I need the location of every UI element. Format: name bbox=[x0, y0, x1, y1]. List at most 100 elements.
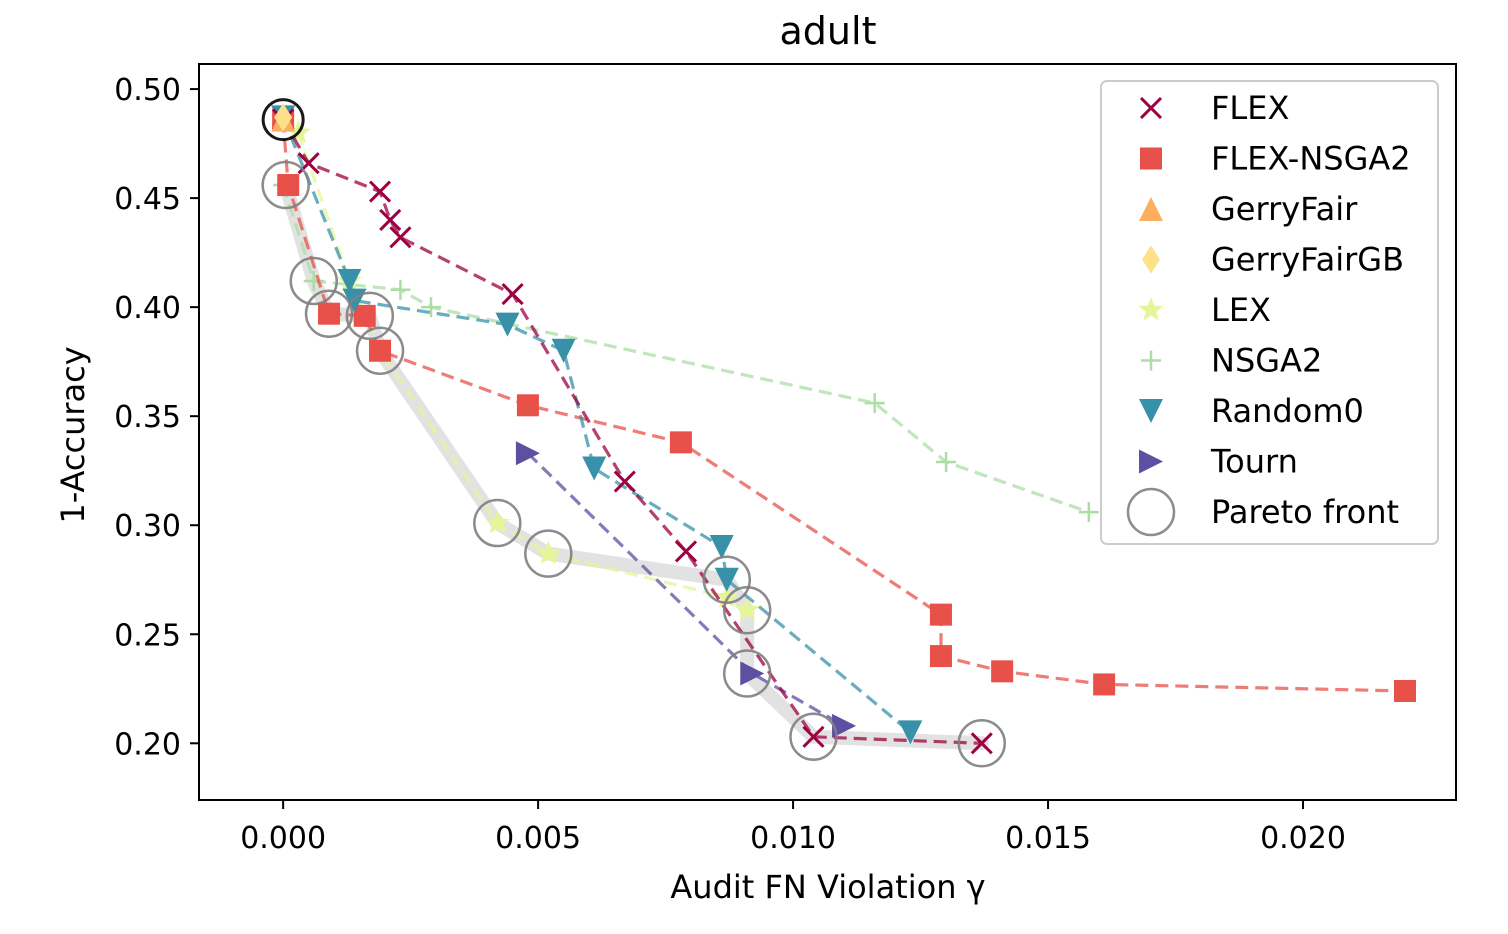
y-tick-label-5: 0.45 bbox=[114, 182, 181, 217]
legend-entry-tourn: Tourn bbox=[1139, 443, 1298, 481]
point-flex-nsga2-11 bbox=[1394, 679, 1417, 702]
legend-label-tourn: Tourn bbox=[1210, 443, 1298, 481]
legend-marker-flex bbox=[1139, 96, 1163, 120]
point-pareto-front-6 bbox=[473, 498, 522, 548]
point-flex-7-stroke bbox=[674, 540, 698, 563]
legend-label-lex: LEX bbox=[1211, 291, 1271, 329]
point-nsga2-4 bbox=[864, 393, 885, 414]
series-nsga2 bbox=[273, 175, 1099, 523]
x-tick-label-0: 0.000 bbox=[240, 821, 326, 856]
point-random0-1 bbox=[337, 268, 362, 293]
legend-entry-gerryfairgb: GerryFairGB bbox=[1142, 241, 1404, 279]
point-flex-2 bbox=[368, 180, 392, 203]
x-tick-label-4: 0.020 bbox=[1260, 821, 1346, 856]
legend-marker-flex-stroke bbox=[1139, 96, 1163, 120]
point-nsga2-5 bbox=[936, 451, 957, 472]
point-random0-8 bbox=[898, 720, 923, 745]
point-pareto-front-5 bbox=[355, 326, 405, 376]
point-flex-9 bbox=[970, 732, 993, 755]
point-flex-5-stroke bbox=[501, 283, 524, 306]
point-flex-2-stroke bbox=[368, 180, 392, 203]
point-flex-3 bbox=[379, 208, 402, 231]
legend-label-gerryfairgb: GerryFairGB bbox=[1211, 241, 1404, 279]
point-flex-nsga2-10 bbox=[1093, 673, 1116, 696]
legend-marker-tourn bbox=[1139, 449, 1163, 474]
point-pareto-front-4 bbox=[345, 291, 395, 341]
point-nsga2-3 bbox=[421, 297, 442, 318]
point-lex-6 bbox=[714, 584, 740, 608]
point-pareto-front-9 bbox=[722, 586, 772, 635]
point-nsga2-1 bbox=[303, 270, 324, 291]
point-random0-7 bbox=[714, 567, 739, 592]
legend-marker-gerryfairgb bbox=[1142, 245, 1160, 274]
point-flex-nsga2-2 bbox=[318, 302, 341, 325]
chart-title: adult bbox=[780, 9, 877, 53]
point-flex-4-stroke bbox=[389, 226, 412, 249]
point-flex-5 bbox=[501, 283, 524, 306]
point-pareto-front-8 bbox=[702, 555, 752, 604]
point-flex-4 bbox=[389, 226, 412, 249]
y-axis-label: 1-Accuracy bbox=[54, 346, 92, 523]
legend-marker-flex-nsga2 bbox=[1140, 147, 1162, 170]
point-lex-4 bbox=[485, 510, 510, 534]
point-pareto-front-1 bbox=[261, 160, 310, 210]
y-tick-label-4: 0.40 bbox=[114, 291, 181, 326]
legend-marker-pareto-front bbox=[1126, 487, 1176, 537]
legend-marker-gerryfair bbox=[1139, 197, 1163, 221]
point-random0-4 bbox=[551, 338, 576, 363]
y-tick-label-6: 0.50 bbox=[114, 73, 181, 108]
point-flex-nsga2-8 bbox=[929, 645, 952, 668]
point-random0-3 bbox=[495, 312, 520, 337]
legend-entry-lex: LEX bbox=[1138, 291, 1271, 329]
series-line-flex-nsga2 bbox=[281, 119, 1406, 693]
point-pareto-front-3 bbox=[304, 289, 354, 338]
legend-label-nsga2: NSGA2 bbox=[1211, 342, 1322, 380]
legend-marker-nsga2 bbox=[1141, 350, 1161, 371]
legend: FLEX FLEX-NSGA2 GerryFair GerryFairGB LEX NSG… bbox=[1100, 80, 1439, 545]
point-pareto-front-2 bbox=[289, 256, 338, 306]
series-tourn bbox=[515, 441, 857, 738]
x-tick-label-1: 0.005 bbox=[495, 821, 581, 856]
legend-label-pareto-front: Pareto front bbox=[1211, 493, 1399, 531]
legend-label-gerryfair: GerryFair bbox=[1211, 190, 1358, 228]
point-flex-3-stroke bbox=[379, 208, 402, 231]
point-flex-nsga2-1 bbox=[277, 174, 300, 197]
series-gerryfairgb bbox=[274, 103, 293, 132]
x-axis: 0.000 0.005 0.010 0.015 0.020 bbox=[240, 800, 1346, 856]
point-pareto-front-10 bbox=[722, 649, 772, 698]
y-axis: 0.20 0.25 0.30 0.35 0.40 0.45 0.50 bbox=[114, 73, 199, 762]
point-flex-nsga2-3 bbox=[353, 304, 376, 327]
point-lex-5 bbox=[535, 540, 561, 565]
plot-frame bbox=[198, 63, 1457, 801]
x-tick-label-2: 0.010 bbox=[750, 821, 836, 856]
point-flex-6-stroke bbox=[613, 470, 636, 493]
legend-entry-nsga2: NSGA2 bbox=[1141, 342, 1322, 380]
legend-label-flex-nsga2: FLEX-NSGA2 bbox=[1211, 140, 1411, 178]
point-lex-7 bbox=[734, 597, 760, 621]
x-axis-label: Audit FN Violation γ bbox=[670, 868, 985, 906]
legend-entry-flex: FLEX bbox=[1139, 89, 1289, 127]
point-nsga2-2 bbox=[390, 279, 411, 300]
point-random0-6 bbox=[709, 535, 734, 560]
legend-entry-random0: Random0 bbox=[1139, 392, 1364, 430]
point-nsga2-6 bbox=[1078, 502, 1099, 523]
y-tick-label-0: 0.20 bbox=[114, 727, 181, 762]
point-pareto-front-11 bbox=[789, 712, 838, 762]
x-tick-label-3: 0.015 bbox=[1005, 821, 1091, 856]
point-tourn-0 bbox=[515, 441, 540, 466]
legend-box bbox=[1100, 80, 1439, 545]
y-tick-label-2: 0.30 bbox=[114, 509, 181, 544]
series-pareto-front bbox=[261, 98, 1007, 768]
point-tourn-1 bbox=[740, 661, 765, 686]
plot-area bbox=[261, 98, 1417, 768]
point-flex-9-stroke bbox=[970, 732, 993, 755]
legend-entry-pareto-front: Pareto front bbox=[1126, 487, 1399, 537]
point-flex-nsga2-5 bbox=[516, 394, 539, 417]
y-tick-label-1: 0.25 bbox=[114, 618, 181, 653]
legend-entry-flex-nsga2: FLEX-NSGA2 bbox=[1140, 140, 1411, 178]
series-random0 bbox=[271, 105, 923, 745]
point-tourn-2 bbox=[832, 713, 857, 738]
legend-label-random0: Random0 bbox=[1211, 392, 1364, 430]
legend-marker-random0 bbox=[1139, 399, 1163, 423]
